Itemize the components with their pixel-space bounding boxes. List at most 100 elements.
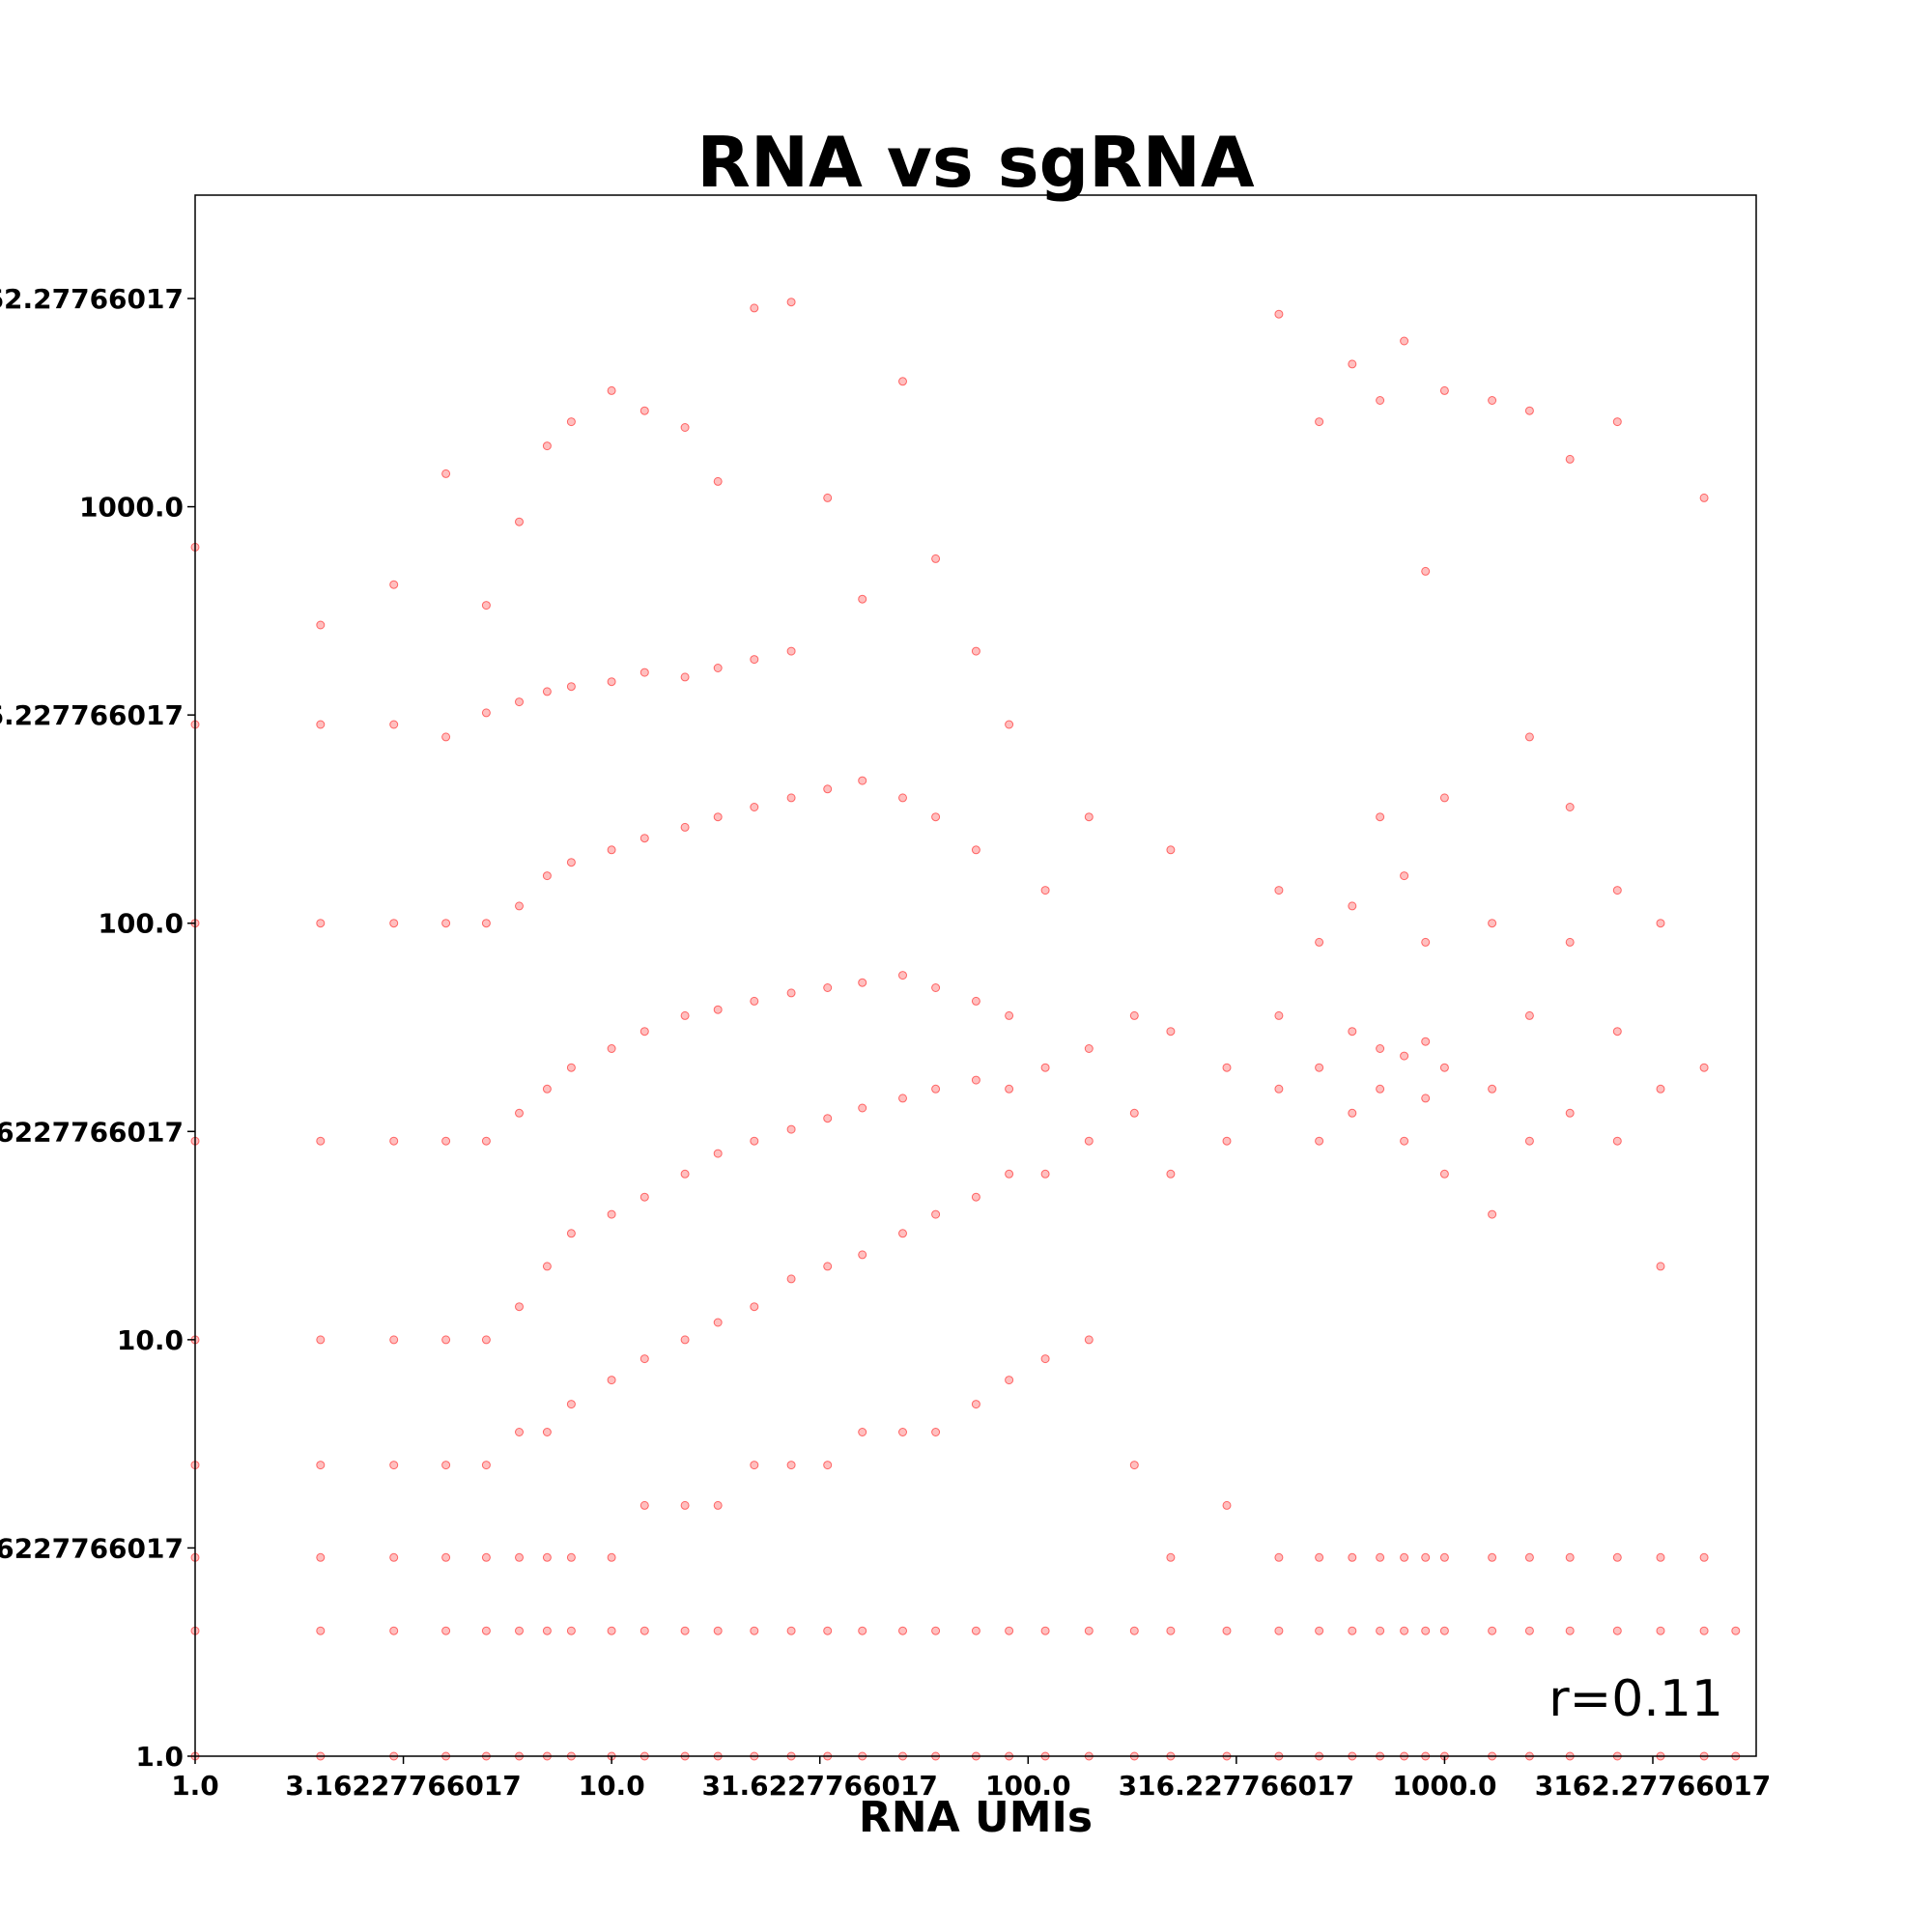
- data-point: [786, 1461, 796, 1470]
- data-point: [441, 469, 451, 478]
- data-point: [542, 441, 552, 451]
- data-point: [1565, 1552, 1575, 1562]
- data-point: [1315, 937, 1324, 947]
- data-point: [1274, 309, 1284, 319]
- data-point: [389, 1626, 399, 1635]
- data-point: [1612, 886, 1622, 895]
- data-point: [1612, 1626, 1622, 1635]
- data-point: [1040, 1169, 1050, 1179]
- data-point: [481, 601, 491, 611]
- data-point: [607, 385, 616, 395]
- data-point: [823, 1626, 833, 1635]
- data-point: [750, 303, 759, 313]
- y-tick-label: 1000.0: [79, 492, 184, 524]
- data-point: [639, 1192, 649, 1202]
- data-point: [1400, 1051, 1409, 1061]
- data-point: [441, 1335, 451, 1345]
- data-point: [1699, 493, 1709, 502]
- data-point: [823, 493, 833, 502]
- data-point: [481, 919, 491, 928]
- data-point: [316, 620, 326, 630]
- data-point: [1222, 1626, 1232, 1635]
- data-point: [786, 1626, 796, 1635]
- data-point: [1524, 1010, 1534, 1020]
- chart-title: RNA vs sgRNA: [696, 122, 1254, 203]
- data-point: [389, 919, 399, 928]
- data-point: [750, 1136, 759, 1146]
- x-tick-label: 1000.0: [1392, 1770, 1496, 1802]
- data-point: [713, 1149, 723, 1158]
- y-tick-label: 100.0: [98, 908, 184, 940]
- data-point: [971, 845, 980, 855]
- x-tick-label: 3.16227766017: [285, 1770, 521, 1802]
- data-point: [1084, 812, 1094, 822]
- data-point: [515, 517, 524, 526]
- data-point: [639, 1500, 649, 1510]
- data-point: [1274, 1010, 1284, 1020]
- data-point: [389, 1552, 399, 1562]
- data-point: [823, 983, 833, 992]
- data-point: [1348, 359, 1357, 369]
- data-point: [971, 1400, 980, 1409]
- y-tick-label: 10.0: [117, 1324, 184, 1356]
- data-point: [316, 919, 326, 928]
- data-point: [680, 822, 690, 832]
- data-point: [389, 1136, 399, 1146]
- data-point: [898, 971, 907, 980]
- data-point: [1348, 901, 1357, 911]
- data-point: [750, 803, 759, 811]
- data-point: [898, 1229, 907, 1238]
- data-point: [1315, 1626, 1324, 1635]
- data-point: [1565, 1108, 1575, 1118]
- data-point: [607, 1552, 616, 1562]
- data-point: [1524, 1626, 1534, 1635]
- data-point: [1005, 1010, 1014, 1020]
- data-point: [1274, 1084, 1284, 1094]
- data-point: [1400, 336, 1409, 346]
- x-axis-label: RNA UMIs: [859, 1793, 1093, 1842]
- x-tick-label: 3162.27766017: [1535, 1770, 1771, 1802]
- data-point: [1274, 1626, 1284, 1635]
- data-point: [1656, 919, 1665, 928]
- data-point: [639, 406, 649, 415]
- data-point: [515, 1108, 524, 1118]
- data-point: [750, 1626, 759, 1635]
- data-point: [1400, 1626, 1409, 1635]
- data-point: [680, 1010, 690, 1020]
- data-point: [823, 1114, 833, 1123]
- data-point: [1612, 1027, 1622, 1037]
- y-tick-label: 1.0: [135, 1741, 184, 1773]
- data-point: [1084, 1136, 1094, 1146]
- data-point: [566, 1626, 576, 1635]
- data-point: [1488, 919, 1497, 928]
- data-point: [389, 1335, 399, 1345]
- data-point: [441, 1461, 451, 1470]
- data-point: [515, 1428, 524, 1436]
- data-point: [607, 1209, 616, 1219]
- data-point: [931, 1084, 941, 1094]
- data-point: [680, 672, 690, 682]
- data-point: [1524, 732, 1534, 742]
- data-point: [316, 1335, 326, 1345]
- data-point: [750, 996, 759, 1006]
- data-point: [971, 1192, 980, 1202]
- data-point: [1565, 454, 1575, 464]
- data-point: [1084, 1626, 1094, 1635]
- data-point: [566, 1400, 576, 1409]
- data-point: [898, 1428, 907, 1436]
- data-point: [515, 1626, 524, 1635]
- data-point: [898, 793, 907, 803]
- data-point: [1005, 1626, 1014, 1635]
- data-point: [639, 1354, 649, 1364]
- data-point: [1439, 793, 1449, 803]
- data-point: [1565, 937, 1575, 947]
- data-point: [1488, 1084, 1497, 1094]
- data-point: [1731, 1626, 1741, 1635]
- data-point: [639, 834, 649, 843]
- data-point: [858, 594, 867, 604]
- data-point: [971, 1626, 980, 1635]
- data-point: [1439, 1169, 1449, 1179]
- data-point: [481, 1335, 491, 1345]
- data-point: [515, 901, 524, 911]
- data-point: [1166, 845, 1176, 855]
